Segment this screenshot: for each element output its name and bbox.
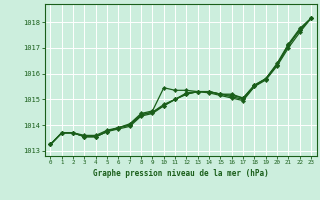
X-axis label: Graphe pression niveau de la mer (hPa): Graphe pression niveau de la mer (hPa)	[93, 169, 269, 178]
